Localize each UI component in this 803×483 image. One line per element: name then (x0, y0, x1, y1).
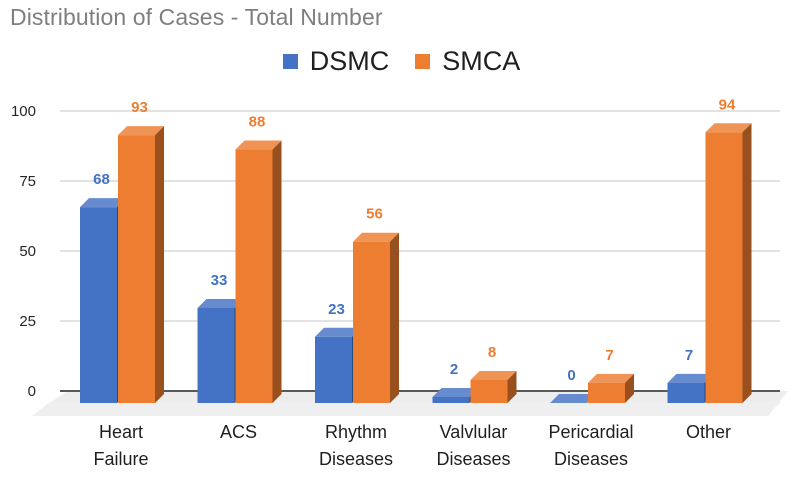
data-label-dsmc: 7 (685, 347, 693, 364)
y-tick-label: 100 (11, 103, 36, 120)
x-category-label-line: Pericardial (548, 422, 633, 442)
x-category-label: Heart Failure (93, 422, 148, 469)
bar-top-face (470, 370, 517, 380)
bar-smca (118, 126, 164, 403)
bar-front-face (197, 307, 235, 403)
data-label-smca: 93 (131, 99, 148, 116)
bar-front-face (470, 379, 508, 403)
x-category-label-line: Other (686, 422, 731, 442)
bar-front-face (315, 336, 352, 403)
x-category-label: Rhythm Diseases (319, 422, 393, 469)
bar-front-face (432, 397, 470, 403)
y-tick-label: 50 (19, 243, 36, 260)
bar-smca (353, 232, 399, 403)
bar-front-face (588, 382, 625, 403)
floor-front (32, 402, 782, 416)
x-category-label: Pericardial Diseases (548, 422, 633, 469)
y-tick-label: 0 (28, 383, 36, 400)
bar-top-face (197, 298, 244, 308)
bar-front-face (235, 149, 273, 403)
bar-side-face (272, 140, 282, 403)
data-label-dsmc: 23 (328, 301, 345, 318)
data-label-smca: 7 (605, 347, 613, 364)
legend-label-smca: SMCA (442, 46, 521, 76)
bar-front-face (667, 382, 705, 403)
data-label-dsmc: 2 (450, 361, 458, 378)
y-tick-label: 25 (19, 313, 36, 330)
legend-swatch-dsmc (282, 54, 298, 69)
bar-top-face (118, 126, 164, 136)
legend-label-dsmc: DSMC (309, 46, 390, 76)
x-category-label: ACS (220, 422, 257, 442)
x-category-label-line: Rhythm (325, 422, 387, 442)
data-label-smca: 88 (249, 114, 266, 131)
bar-side-face (155, 126, 164, 403)
legend-item-dsmc[interactable]: DSMC (282, 46, 390, 77)
bar-front-face (118, 135, 155, 403)
x-category-label-line: ACS (220, 422, 257, 442)
data-label-dsmc: 0 (567, 367, 575, 384)
data-label-smca: 56 (366, 206, 383, 223)
data-label-dsmc: 33 (211, 272, 228, 289)
chart-title: Distribution of Cases - Total Number (10, 4, 383, 30)
data-label-smca: 8 (488, 344, 496, 361)
legend: DSMC SMCA (0, 46, 803, 77)
x-category-label-line: Diseases (319, 449, 393, 469)
bar-side-face (507, 370, 517, 403)
x-category-label-line: Failure (93, 449, 148, 469)
bar-front-face (353, 241, 390, 403)
x-category-label-line: Valvlular (440, 422, 508, 442)
data-label-smca: 94 (719, 96, 736, 113)
bar-top-face (550, 394, 596, 403)
x-category-label-line: Diseases (436, 449, 510, 469)
bar-top-face (588, 373, 634, 383)
bar-side-face (390, 232, 399, 403)
bar-side-face (625, 373, 634, 403)
bar-top-face (80, 198, 126, 208)
legend-swatch-smca (415, 54, 431, 69)
bar-top-face (315, 327, 361, 337)
bar-top-face (353, 232, 399, 242)
bar-side-face (742, 123, 752, 403)
x-category-label-line: Diseases (554, 449, 628, 469)
bar-top-face (235, 140, 282, 150)
bar-smca (705, 123, 752, 403)
bar-top-face (705, 123, 752, 133)
bar-smca (588, 373, 634, 403)
bar-front-face (705, 132, 743, 403)
x-category-label-line: Heart (99, 422, 143, 442)
bar-top-face (667, 373, 714, 383)
bar-top-face (432, 388, 479, 397)
x-category-label: Valvlular Diseases (436, 422, 510, 469)
legend-item-smca[interactable]: SMCA (415, 46, 520, 77)
y-tick-label: 75 (19, 173, 36, 190)
data-label-dsmc: 68 (93, 171, 110, 188)
bar-dsmc (550, 394, 596, 403)
bar-smca (235, 140, 282, 403)
bar-front-face (80, 207, 117, 403)
x-category-label: Other (686, 422, 731, 442)
bar-smca (470, 370, 517, 403)
